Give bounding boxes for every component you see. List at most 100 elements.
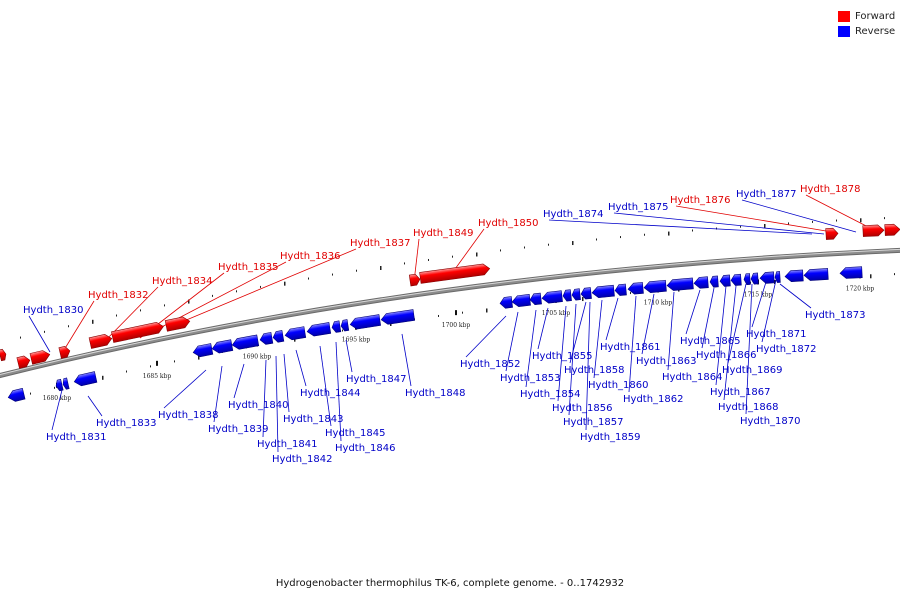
- tick-mark-upper: [476, 252, 478, 257]
- tick-mark-upper: [92, 319, 94, 324]
- leader-line: [233, 363, 245, 399]
- gene-label-reverse: Hydth_1841: [257, 439, 318, 450]
- gene-forward: [88, 334, 113, 349]
- tick-mark-upper: [764, 224, 766, 229]
- tick-mark-upper: [668, 231, 670, 236]
- gene-reverse: [331, 320, 342, 333]
- gene-label-reverse: Hydth_1830: [23, 305, 84, 316]
- gene-label-reverse: Hydth_1870: [740, 416, 801, 427]
- gene-reverse: [614, 283, 627, 296]
- tick-label: 1720 kbp: [846, 285, 875, 292]
- leader-line: [548, 219, 813, 235]
- leader-line: [605, 297, 619, 341]
- gene-label-reverse: Hydth_1861: [600, 342, 661, 353]
- tick-mark-upper: [620, 236, 621, 239]
- tick-mark-lower: [54, 386, 55, 389]
- gene-forward: [16, 355, 31, 369]
- tick-mark-upper: [164, 304, 165, 307]
- tick-mark-upper: [428, 258, 429, 261]
- leader-line: [525, 309, 537, 388]
- gene-reverse: [693, 276, 709, 289]
- gene-label-reverse: Hydth_1831: [46, 432, 107, 443]
- gene-label-reverse: Hydth_1873: [805, 310, 866, 321]
- gene-label-reverse: Hydth_1869: [722, 365, 783, 376]
- gene-reverse: [719, 274, 731, 287]
- leader-line: [685, 289, 701, 335]
- tick-label: 1690 kbp: [243, 353, 272, 360]
- leader-line: [779, 283, 812, 309]
- gene-label-reverse: Hydth_1853: [500, 373, 561, 384]
- gene-label-reverse: Hydth_1840: [228, 400, 289, 411]
- tick-mark-upper: [44, 330, 45, 333]
- gene-label-reverse: Hydth_1872: [756, 344, 817, 355]
- gene-reverse: [211, 339, 234, 354]
- tick-mark-upper: [404, 262, 405, 265]
- leader-line: [51, 389, 63, 431]
- gene-label-reverse: Hydth_1856: [552, 403, 613, 414]
- leader-line: [87, 395, 103, 417]
- tick-mark-upper: [596, 238, 597, 241]
- gene-reverse: [511, 294, 531, 307]
- gene-reverse: [580, 287, 592, 300]
- leader-line: [675, 205, 833, 233]
- tick-mark-lower: [174, 360, 175, 363]
- legend-reverse-label: Reverse: [855, 25, 896, 37]
- tick-mark-upper: [692, 229, 693, 232]
- legend-forward-label: Forward: [855, 10, 896, 22]
- gene-label-reverse: Hydth_1839: [208, 424, 269, 435]
- tick-mark-upper: [284, 281, 286, 286]
- gene-label-reverse: Hydth_1867: [710, 387, 771, 398]
- leader-line: [569, 301, 587, 364]
- gene-label-reverse: Hydth_1865: [680, 336, 741, 347]
- gene-reverse: [62, 377, 70, 390]
- gene-reverse: [627, 282, 644, 295]
- tick-mark-upper: [356, 269, 357, 272]
- gene-forward: [825, 227, 839, 240]
- tick-label: 1695 kbp: [342, 337, 371, 344]
- gene-label-forward: Hydth_1834: [152, 276, 213, 287]
- tick-mark-upper: [452, 255, 453, 258]
- gene-reverse: [571, 288, 581, 301]
- gene-label-forward: Hydth_1849: [413, 228, 474, 239]
- leader-line: [99, 286, 159, 347]
- gene-reverse: [562, 289, 572, 302]
- tick-label: 1715 kbp: [744, 291, 773, 298]
- gene-forward: [0, 348, 7, 362]
- tick-mark-upper: [308, 277, 309, 280]
- tick-mark-lower: [870, 274, 872, 279]
- tick-mark-upper: [212, 294, 213, 297]
- tick-mark-upper: [20, 336, 21, 339]
- gene-reverse: [7, 387, 26, 402]
- legend-forward: Forward: [838, 9, 895, 23]
- gene-label-reverse: Hydth_1857: [563, 417, 624, 428]
- tick-mark-upper: [644, 233, 645, 236]
- tick-mark-major: [156, 360, 158, 366]
- leader-line: [319, 345, 332, 427]
- gene-reverse: [349, 314, 382, 330]
- tick-mark-lower: [30, 392, 31, 395]
- tick-label: 1705 kbp: [542, 310, 571, 317]
- leader-line: [335, 341, 342, 442]
- gene-label-reverse: Hydth_1843: [283, 414, 344, 425]
- gene-label-reverse: Hydth_1842: [272, 454, 333, 465]
- leader-line: [345, 339, 353, 373]
- backbone-line: [0, 248, 900, 378]
- label-leaders: [28, 194, 875, 453]
- gene-features: [0, 223, 900, 402]
- gene-reverse: [666, 277, 694, 291]
- leader-line: [741, 199, 857, 233]
- legend-reverse-swatch: [838, 25, 850, 37]
- gene-label-forward: Hydth_1837: [350, 238, 411, 249]
- gene-reverse: [839, 266, 863, 279]
- tick-mark-upper: [548, 243, 549, 246]
- legend-reverse: Reverse: [838, 24, 895, 38]
- gene-label-reverse: Hydth_1848: [405, 388, 466, 399]
- gene-label-reverse: Hydth_1877: [736, 189, 797, 200]
- gene-label-reverse: Hydth_1858: [564, 365, 625, 376]
- gene-reverse: [750, 272, 759, 285]
- leader-line: [628, 295, 637, 393]
- gene-reverse: [192, 343, 214, 358]
- gene-reverse: [306, 322, 332, 337]
- leader-line: [163, 369, 207, 409]
